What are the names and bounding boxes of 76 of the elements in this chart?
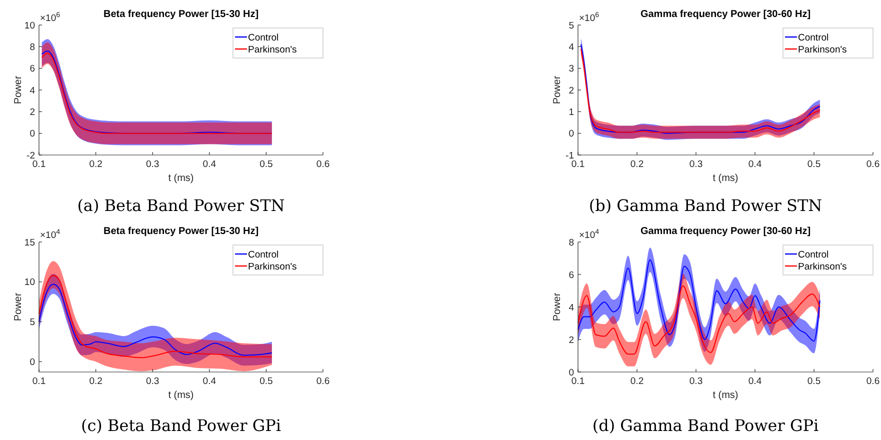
y-tick-label: 2 — [568, 334, 574, 346]
y-tick-label: 1 — [568, 106, 574, 118]
x-tick-label: 0.5 — [260, 376, 273, 387]
text: (b) Gamma Band Power STN — [588, 196, 822, 215]
text: ×10$^{6}$ — [40, 11, 60, 24]
x-tick-label: 0.3 — [689, 376, 703, 387]
y-tick-label: 10 — [24, 277, 35, 288]
x-tick-label: 0.4 — [748, 159, 762, 170]
x-tick-label: 0.6 — [866, 159, 880, 170]
y-tick-label: 4 — [568, 42, 574, 53]
text: ×10$^{4}$ — [40, 228, 60, 241]
x-tick-label: 0.4 — [748, 376, 762, 387]
text: (c) Beta Band Power GPi — [80, 416, 282, 435]
legend-label: Control — [798, 250, 829, 260]
legend-label: Parkinson's — [248, 44, 298, 56]
x-tick-label: 0.6 — [316, 376, 330, 387]
x-tick-label: 0.3 — [146, 376, 160, 387]
y-axis-title: Power — [552, 75, 563, 104]
y-axis-title: Power — [13, 292, 24, 322]
y-tick-label: -2 — [26, 150, 35, 162]
x-tick-label: 0.2 — [630, 159, 644, 170]
y-tick-label: 6 — [568, 270, 574, 281]
x-tick-label: 0.2 — [630, 376, 644, 387]
x-axis-title: t (ms) — [168, 390, 194, 401]
y-tick-label: 6 — [30, 64, 35, 75]
x-tick-label: 0.6 — [866, 376, 880, 387]
legend-label: Parkinson's — [798, 262, 848, 272]
legend-label: Control — [248, 250, 279, 260]
x-tick-label: 0.2 — [89, 376, 102, 387]
x-tick-label: 0.5 — [807, 159, 821, 170]
legend-label: Control — [248, 32, 279, 44]
chart-title: Beta frequency Power [15-30 Hz] — [103, 9, 259, 20]
y-tick-label: 8 — [568, 237, 574, 248]
x-tick-label: 0.2 — [89, 159, 102, 170]
text: (d) Gamma Band Power GPi — [592, 416, 819, 435]
x-tick-label: 0.5 — [807, 376, 821, 387]
legend-label: Parkinson's — [798, 44, 848, 56]
x-axis-title: t (ms) — [712, 390, 738, 401]
chart-title: Gamma frequency Power [30-60 Hz] — [640, 226, 811, 237]
x-axis-title: t (ms) — [712, 173, 738, 184]
x-tick-label: 0.4 — [202, 376, 216, 387]
legend-label: Parkinson's — [248, 262, 298, 272]
legend-label: Control — [798, 32, 829, 44]
y-tick-label: 0 — [30, 356, 35, 368]
y-tick-label: 5 — [568, 20, 574, 32]
y-tick-label: 2 — [568, 85, 574, 96]
text: (a) Beta Band Power STN — [77, 196, 285, 215]
y-axis-title: Power — [552, 292, 563, 322]
x-tick-label: 0.1 — [32, 376, 46, 387]
y-axis-title: Power — [13, 75, 24, 104]
y-tick-label: -1 — [566, 150, 574, 162]
y-tick-label: 8 — [30, 42, 35, 53]
x-tick-label: 0.3 — [689, 159, 703, 170]
chart-title: Beta frequency Power [15-30 Hz] — [103, 226, 259, 237]
y-tick-label: 2 — [30, 106, 35, 118]
text: ×10$^{4}$ — [579, 228, 600, 241]
y-tick-label: 4 — [30, 85, 35, 96]
y-tick-label: 0 — [30, 128, 35, 140]
y-tick-label: 4 — [568, 302, 574, 314]
y-tick-label: 0 — [568, 128, 574, 140]
x-tick-label: 0.4 — [202, 159, 216, 170]
x-tick-label: 0.5 — [260, 159, 273, 170]
chart-title: Gamma frequency Power [30-60 Hz] — [640, 9, 811, 20]
x-tick-label: 0.6 — [316, 159, 330, 170]
x-tick-label: 0.1 — [32, 159, 46, 170]
x-axis-title: t (ms) — [168, 173, 194, 184]
text: ×10$^{6}$ — [579, 11, 600, 24]
x-tick-label: 0.3 — [146, 159, 160, 170]
y-tick-label: 5 — [30, 317, 35, 328]
line-series — [578, 285, 820, 355]
x-tick-label: 0.1 — [571, 159, 585, 170]
y-tick-label: 10 — [24, 20, 35, 32]
y-tick-label: 15 — [24, 237, 35, 248]
y-tick-label: 3 — [568, 64, 574, 75]
x-tick-label: 0.1 — [571, 376, 585, 387]
y-tick-label: 0 — [568, 367, 574, 378]
